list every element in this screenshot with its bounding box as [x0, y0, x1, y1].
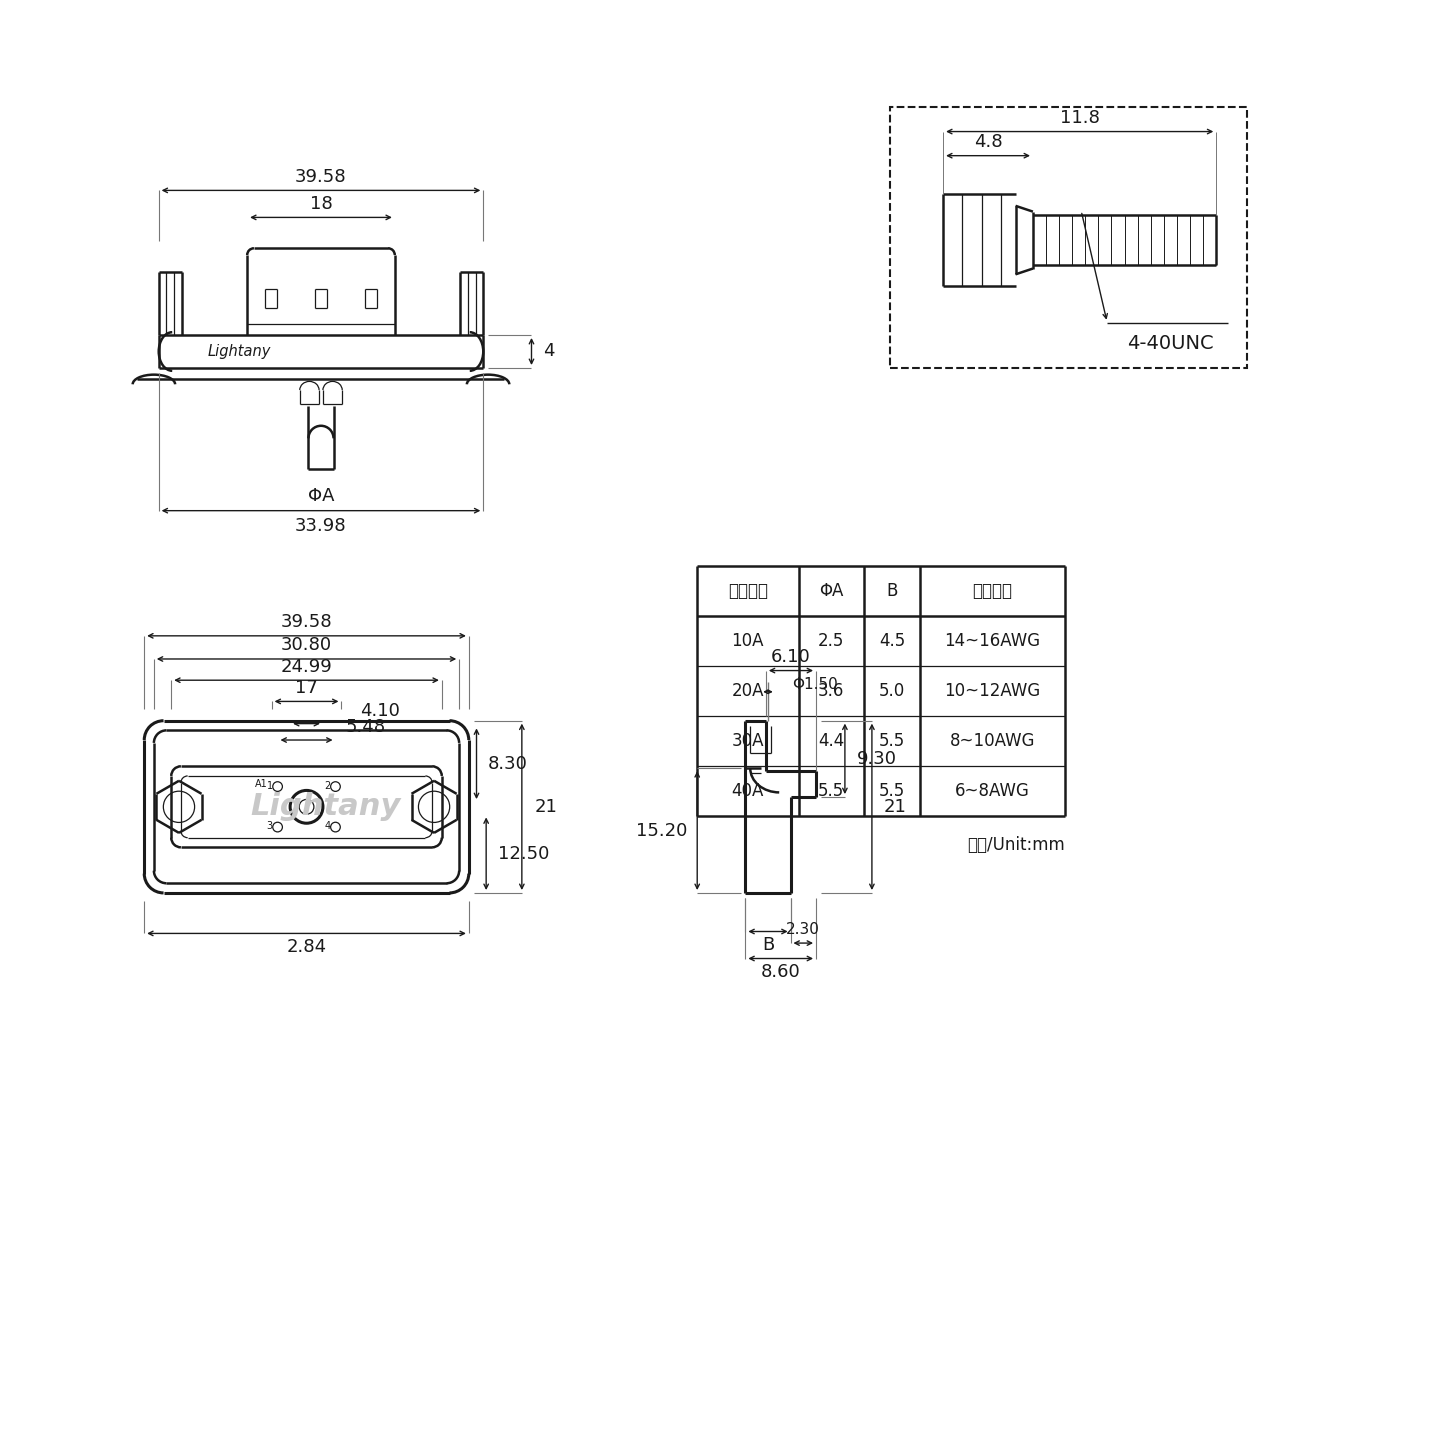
Text: 8.60: 8.60 [760, 963, 801, 981]
Text: Φ1.50: Φ1.50 [792, 677, 838, 691]
Text: A1: A1 [255, 779, 268, 789]
Text: 4.10: 4.10 [360, 703, 399, 720]
Text: ΦA: ΦA [819, 582, 844, 599]
Text: 5.48: 5.48 [346, 717, 386, 736]
Text: 2: 2 [324, 780, 331, 791]
Text: 线材规格: 线材规格 [972, 582, 1012, 599]
Text: 4.4: 4.4 [818, 732, 844, 750]
Text: Lightany: Lightany [207, 344, 271, 359]
Text: Lightany: Lightany [251, 792, 400, 821]
Text: 30.80: 30.80 [281, 636, 333, 654]
Text: 24.99: 24.99 [281, 658, 333, 675]
Text: 20A: 20A [732, 683, 765, 700]
Text: 2.5: 2.5 [818, 632, 844, 649]
Text: 1: 1 [266, 780, 274, 791]
Text: 3: 3 [266, 821, 274, 831]
Text: 10A: 10A [732, 632, 765, 649]
Text: 17: 17 [295, 678, 318, 697]
Text: 8~10AWG: 8~10AWG [949, 732, 1035, 750]
Text: 4-40UNC: 4-40UNC [1126, 334, 1214, 353]
Text: 5.0: 5.0 [878, 683, 906, 700]
Text: 9.30: 9.30 [857, 750, 897, 768]
Text: 14~16AWG: 14~16AWG [945, 632, 1041, 649]
Text: B: B [887, 582, 897, 599]
Text: 21: 21 [884, 798, 906, 816]
Text: 12.50: 12.50 [498, 845, 549, 863]
Text: 额定电流: 额定电流 [727, 582, 768, 599]
Text: 39.58: 39.58 [281, 613, 333, 631]
Text: 39.58: 39.58 [295, 168, 347, 186]
Text: 8.30: 8.30 [488, 755, 528, 773]
Text: 6.10: 6.10 [770, 648, 811, 667]
Text: 单位/Unit:mm: 单位/Unit:mm [968, 835, 1064, 854]
Text: 15.20: 15.20 [636, 822, 687, 840]
Text: 5.5: 5.5 [818, 782, 844, 801]
Text: 2.84: 2.84 [287, 937, 327, 956]
Text: 4.8: 4.8 [973, 132, 1002, 151]
Text: 18: 18 [310, 194, 333, 213]
Text: 33.98: 33.98 [295, 517, 347, 536]
Text: 3.6: 3.6 [818, 683, 844, 700]
Text: 5.5: 5.5 [878, 782, 906, 801]
Text: B: B [762, 936, 775, 955]
Text: 4: 4 [543, 343, 554, 360]
Text: 4.5: 4.5 [878, 632, 906, 649]
Text: 10~12AWG: 10~12AWG [945, 683, 1041, 700]
Bar [890, 108, 1247, 367]
Text: 6~8AWG: 6~8AWG [955, 782, 1030, 801]
Text: 30A: 30A [732, 732, 765, 750]
Text: 4: 4 [324, 821, 331, 831]
Text: 2.30: 2.30 [786, 922, 821, 937]
Text: 11.8: 11.8 [1060, 109, 1100, 127]
Text: ΦA: ΦA [308, 487, 334, 504]
Text: 21: 21 [534, 798, 557, 816]
Text: 40A: 40A [732, 782, 765, 801]
Text: 5.5: 5.5 [878, 732, 906, 750]
